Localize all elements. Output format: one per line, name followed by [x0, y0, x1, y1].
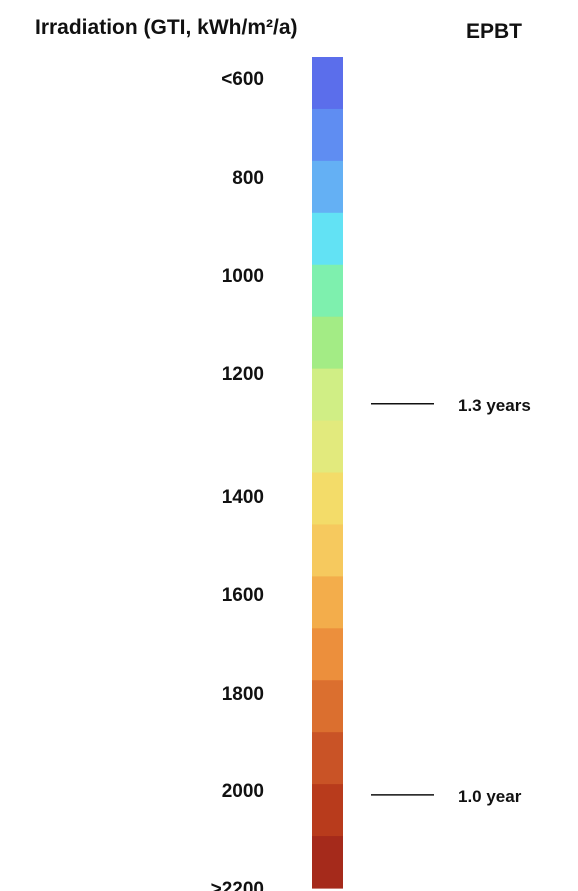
epbt-marker-label-2: 1.0 year [458, 787, 522, 806]
tick-label-7: 1800 [222, 684, 264, 705]
epbt-title: EPBT [466, 20, 522, 43]
tick-label-1: <600 [221, 69, 264, 90]
color-step-13 [312, 680, 343, 733]
irradiation-tick-labels: <600 800 1000 1200 1400 1600 1800 2000 >2200 [211, 69, 264, 891]
color-step-11 [312, 576, 343, 629]
color-step-8 [312, 420, 343, 474]
colorbar-title: Irradiation (GTI, kWh/m²/a) [35, 16, 298, 39]
color-step-14 [312, 732, 343, 785]
color-step-10 [312, 524, 343, 577]
color-step-9 [312, 472, 343, 526]
tick-label-5: 1400 [222, 487, 264, 508]
tick-label-6: 1600 [222, 585, 264, 606]
tick-label-9: >2200 [211, 879, 264, 891]
tick-label-4: 1200 [222, 364, 264, 385]
color-scale-bar [312, 57, 343, 889]
color-step-12 [312, 628, 343, 681]
color-step-16 [312, 836, 343, 889]
tick-label-2: 800 [232, 168, 264, 189]
color-step-5 [312, 264, 343, 318]
color-step-7 [312, 368, 343, 422]
color-step-2 [312, 108, 343, 162]
color-step-15 [312, 784, 343, 837]
color-step-3 [312, 160, 343, 214]
tick-label-8: 2000 [222, 781, 264, 802]
color-step-1 [312, 57, 343, 110]
epbt-marker-label-1: 1.3 years [458, 396, 531, 415]
color-step-4 [312, 212, 343, 266]
color-step-6 [312, 316, 343, 370]
epbt-markers: 1.3 years 1.0 year [371, 396, 531, 806]
tick-label-3: 1000 [222, 266, 264, 287]
